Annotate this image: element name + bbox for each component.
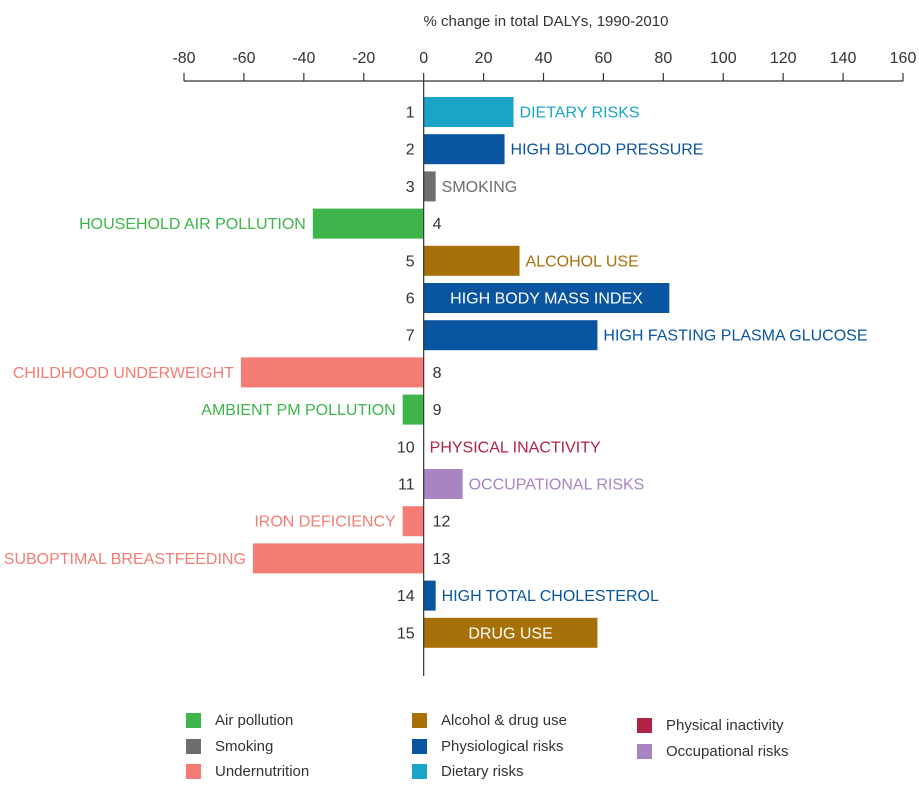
bar-label: HIGH TOTAL CHOLESTEROL bbox=[442, 588, 659, 605]
bar bbox=[312, 208, 424, 239]
bar bbox=[423, 134, 505, 165]
x-tick-label: 80 bbox=[654, 50, 672, 67]
bar-rank: 6 bbox=[406, 291, 415, 308]
bar-label: IRON DEFICIENCY bbox=[254, 514, 396, 531]
bar bbox=[423, 617, 598, 648]
bar-rank: 4 bbox=[433, 216, 442, 233]
bar-rank: 3 bbox=[406, 179, 415, 196]
bar-rank: 7 bbox=[406, 328, 415, 345]
chart-title: % change in total DALYs, 1990-2010 bbox=[424, 13, 669, 30]
bar-label: DRUG USE bbox=[468, 625, 552, 642]
bar-rank: 13 bbox=[433, 551, 451, 568]
bar-rank: 1 bbox=[406, 105, 415, 122]
bar-label: HOUSEHOLD AIR POLLUTION bbox=[79, 216, 306, 233]
x-tick-label: 120 bbox=[770, 50, 797, 67]
bar bbox=[402, 394, 424, 425]
x-tick-label: 160 bbox=[890, 50, 917, 67]
x-tick-label: 0 bbox=[419, 50, 428, 67]
bar bbox=[423, 283, 670, 313]
bar-label: HIGH BODY MASS INDEX bbox=[450, 291, 643, 308]
x-tick-label: -80 bbox=[172, 50, 195, 67]
x-tick-label: -40 bbox=[292, 50, 315, 67]
bar-label: AMBIENT PM POLLUTION bbox=[201, 402, 395, 419]
x-tick-label: -60 bbox=[232, 50, 255, 67]
bar bbox=[252, 543, 424, 574]
bar-label: HIGH FASTING PLASMA GLUCOSE bbox=[603, 328, 867, 345]
bar-rank: 11 bbox=[398, 477, 415, 494]
bar bbox=[423, 320, 598, 351]
bar-label: HIGH BLOOD PRESSURE bbox=[511, 142, 704, 159]
bar-rank: 10 bbox=[397, 439, 415, 456]
bar bbox=[423, 171, 436, 202]
bar-label: PHYSICAL INACTIVITY bbox=[430, 439, 601, 456]
bars-group: 1 DIETARY RISKS 2 HIGH BLOOD PRESSURE 3 SMOKI… bbox=[4, 97, 867, 648]
bar-rank: 15 bbox=[397, 625, 415, 642]
x-tick-label: 20 bbox=[475, 50, 493, 67]
x-axis: -80 -60 -40 -20 0 20 40 60 80 100 120 140 160 bbox=[172, 50, 917, 82]
bar-label: SUBOPTIMAL BREASTFEEDING bbox=[4, 551, 246, 568]
x-tick-label: 40 bbox=[535, 50, 553, 67]
bar-rank: 14 bbox=[397, 588, 415, 605]
bar-label: CHILDHOOD UNDERWEIGHT bbox=[13, 365, 234, 382]
bar-label: ALCOHOL USE bbox=[526, 253, 639, 270]
bar-rank: 9 bbox=[433, 402, 442, 419]
x-tick-label: 140 bbox=[830, 50, 857, 67]
x-tick-label: 100 bbox=[710, 50, 737, 67]
bar bbox=[423, 580, 436, 611]
bar bbox=[240, 357, 424, 388]
bar bbox=[423, 97, 514, 127]
bar-rank: 8 bbox=[433, 365, 442, 382]
bar-label: OCCUPATIONAL RISKS bbox=[469, 477, 645, 494]
x-tick-label: 60 bbox=[595, 50, 613, 67]
bar-rank: 12 bbox=[433, 514, 451, 531]
bar-rank: 5 bbox=[406, 253, 415, 270]
bar bbox=[402, 506, 424, 537]
bar bbox=[423, 245, 520, 276]
bar bbox=[423, 469, 463, 499]
bar-label: SMOKING bbox=[442, 179, 518, 196]
x-tick-label: -20 bbox=[352, 50, 375, 67]
bar-rank: 2 bbox=[406, 142, 415, 159]
bar-label: DIETARY RISKS bbox=[520, 105, 640, 122]
